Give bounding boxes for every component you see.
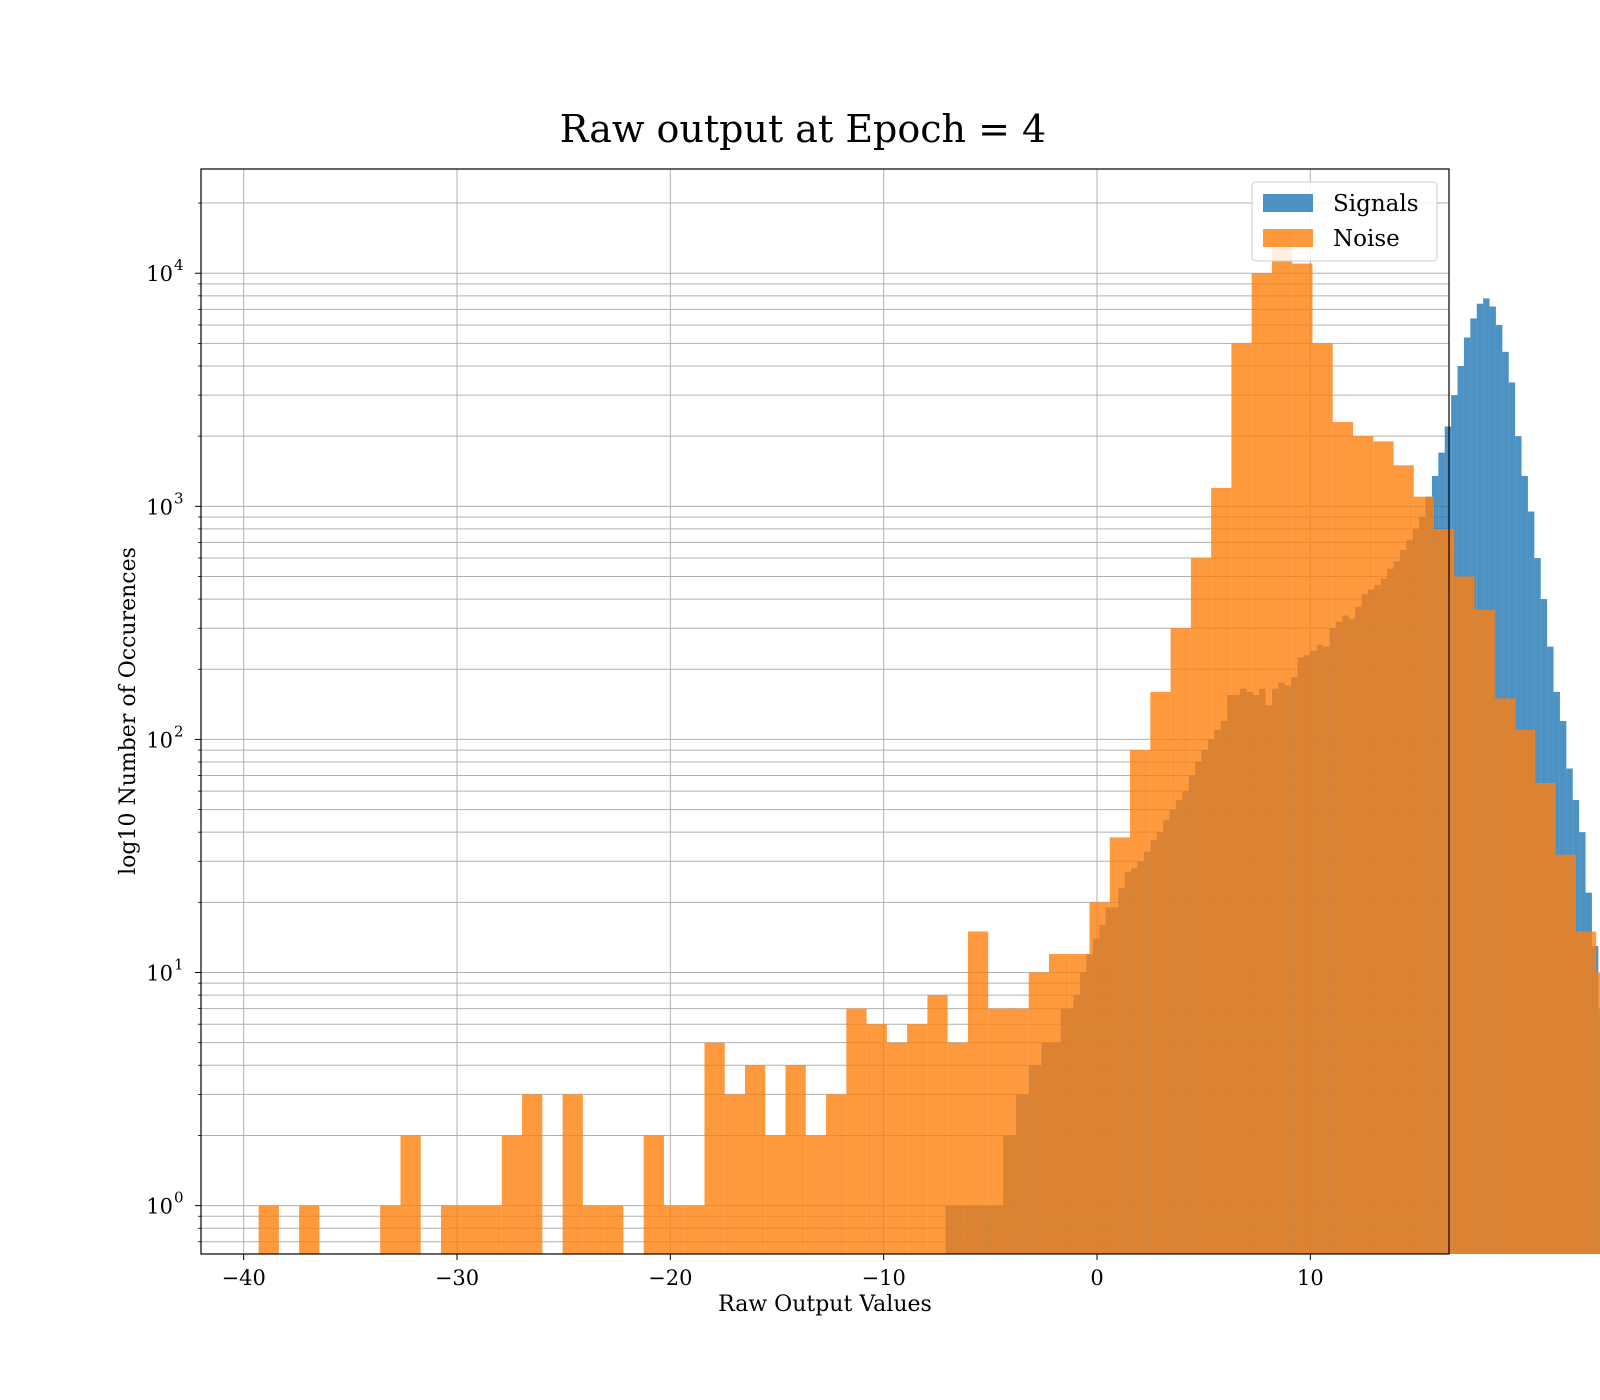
noise-bar [663,1205,685,1254]
noise-bar [947,1042,968,1254]
noise-bar [562,1094,583,1254]
noise-bar [400,1135,421,1254]
noise-bar [1049,954,1070,1254]
noise-bar [1373,441,1394,1255]
noise-bar [461,1205,482,1254]
noise-bar [1008,1008,1029,1254]
x-tick-label: −10 [862,1266,906,1290]
y-tick-label: 10 [146,495,173,519]
noise-bar [1069,954,1090,1254]
noise-bar [603,1205,624,1254]
noise-bar [1353,436,1374,1255]
noise-bar [1130,750,1151,1254]
noise-bar [258,1205,279,1254]
x-tick-label: 10 [1297,1266,1324,1290]
noise-bar [785,1065,806,1254]
noise-bar [1575,931,1597,1254]
noise-bar [1089,902,1110,1254]
legend-swatch-noise [1263,229,1313,247]
noise-bar [1190,558,1212,1254]
noise-bar [1231,343,1252,1254]
noise-bar [866,1024,887,1254]
x-tick-label: −20 [648,1266,692,1290]
x-tick-label: −40 [222,1266,266,1290]
noise-bar [522,1094,543,1254]
noise-bar [501,1135,523,1254]
x-axis-label: Raw Output Values [718,1292,932,1317]
noise-bar [1555,854,1576,1254]
y-tick-exponent: 2 [174,722,184,740]
legend-label-signals: Signals [1333,191,1419,217]
y-tick-exponent: 0 [174,1189,184,1207]
noise-bar [886,1042,908,1254]
noise-bar [1170,628,1191,1254]
noise-bar [1312,343,1333,1254]
noise-bar [441,1205,462,1254]
noise-bar [684,1205,705,1254]
chart-title: Raw output at Epoch = 4 [560,107,1046,151]
noise-bar [1109,837,1131,1254]
noise-bar [1332,422,1353,1255]
noise-bars [258,232,1600,1255]
noise-bar [1596,972,1600,1254]
legend: Signals Noise [1251,181,1438,262]
noise-bar [299,1205,320,1254]
legend-swatch-signals [1263,194,1313,212]
y-tick-exponent: 1 [174,956,184,974]
y-tick-label: 10 [146,262,173,286]
noise-bar [1150,691,1171,1254]
x-tick-label: −30 [435,1266,479,1290]
noise-bar [1515,729,1536,1254]
noise-bar [927,995,948,1254]
noise-bar [481,1205,502,1254]
noise-bar [1271,232,1293,1254]
noise-bar [643,1135,664,1254]
y-tick-exponent: 4 [174,256,184,274]
noise-bar [967,931,989,1254]
y-tick-label: 10 [146,728,173,752]
noise-bar [582,1205,604,1254]
y-tick-label: 10 [146,1195,173,1219]
noise-bar [846,1008,867,1254]
noise-bar [1251,273,1272,1254]
noise-bar [1211,487,1232,1254]
noise-bar [1028,972,1049,1254]
x-tick-label: 0 [1090,1266,1103,1290]
noise-bar [1292,263,1313,1254]
noise-bar [1393,465,1414,1254]
noise-bar [907,1024,928,1254]
y-axis-label: log10 Number of Occurences [116,547,141,875]
noise-bar [805,1135,827,1254]
noise-bar [1494,698,1516,1254]
x-axis-ticks: −40 −30 −20 −10 0 10 [222,1254,1324,1290]
noise-bar [1434,528,1455,1254]
legend-label-noise: Noise [1333,226,1400,252]
plot-frame [200,168,1450,1255]
noise-bar [1413,496,1435,1254]
noise-bar [380,1205,401,1254]
noise-bar [765,1135,786,1254]
noise-bar [724,1094,745,1254]
y-tick-exponent: 3 [174,489,184,507]
noise-bar [1454,576,1475,1254]
noise-bar [1535,783,1556,1254]
noise-bar [745,1065,766,1254]
noise-bar [704,1042,725,1254]
noise-bar [1474,609,1495,1254]
y-tick-label: 10 [146,962,173,986]
noise-bar [988,1008,1009,1254]
noise-bar [826,1094,847,1254]
